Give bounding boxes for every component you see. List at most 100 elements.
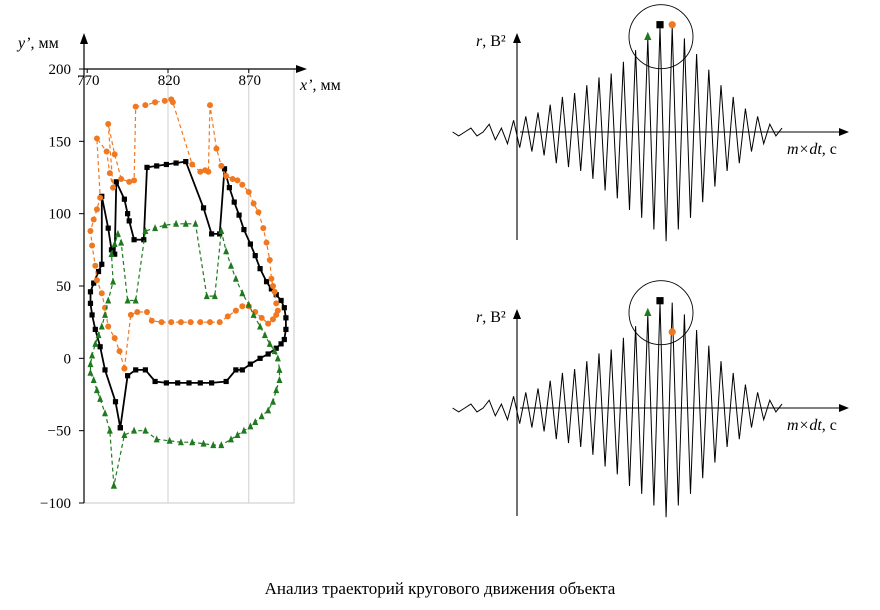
x-tick-label: 770 <box>77 73 100 89</box>
data-point <box>105 323 112 330</box>
data-point <box>205 168 212 175</box>
data-point <box>213 145 220 152</box>
data-point <box>113 179 119 185</box>
data-point <box>106 426 113 434</box>
data-point <box>131 177 138 184</box>
data-point <box>173 160 179 166</box>
data-point <box>218 227 225 235</box>
data-point <box>183 158 189 165</box>
data-point <box>116 348 123 355</box>
correlation-chart-top: r, В² m×dt, с <box>452 4 849 242</box>
x-axis-label: m×dt, с <box>787 141 837 158</box>
data-point <box>281 336 287 343</box>
y-axis-arrow <box>513 33 521 43</box>
data-point <box>95 268 102 275</box>
data-point <box>133 367 139 373</box>
data-point <box>175 380 181 386</box>
data-point <box>117 425 123 431</box>
y-axis-arrow <box>80 33 88 44</box>
data-point <box>271 347 278 355</box>
data-point <box>218 441 225 449</box>
data-point <box>126 178 133 185</box>
data-point <box>250 310 257 318</box>
data-point <box>276 365 283 373</box>
data-point <box>268 286 274 292</box>
data-point <box>232 307 239 314</box>
data-point <box>92 339 99 347</box>
data-point <box>192 219 199 227</box>
data-point <box>239 303 246 310</box>
data-point <box>108 250 115 258</box>
data-point <box>132 103 139 110</box>
peak-marker-circle <box>668 21 676 29</box>
data-point <box>257 266 263 272</box>
data-point <box>258 314 265 321</box>
data-point <box>232 274 239 282</box>
data-point <box>87 289 94 295</box>
data-point <box>209 380 215 386</box>
y-tick-label: 100 <box>49 207 72 223</box>
series-line-0 <box>89 160 287 428</box>
data-point <box>110 184 117 191</box>
trajectory-chart: 200 150 100 50 0 −50 −100 770 820 870 y’, мм x’, мм <box>16 33 341 512</box>
data-point <box>152 378 158 385</box>
data-point <box>98 290 105 297</box>
y-axis-label: y’, мм <box>16 35 59 52</box>
data-point <box>270 283 276 289</box>
peak-marker-circle <box>668 328 676 336</box>
data-point <box>247 241 253 247</box>
data-point <box>273 292 279 298</box>
data-point <box>166 436 173 444</box>
data-point <box>197 168 204 175</box>
data-point <box>247 422 254 430</box>
x-axis-arrow <box>296 65 307 73</box>
data-point <box>247 361 253 367</box>
data-point <box>276 376 283 384</box>
data-point <box>270 397 276 405</box>
x-tick-label: 820 <box>158 73 181 89</box>
data-point <box>283 315 289 321</box>
data-point <box>273 386 280 394</box>
data-point <box>278 341 284 347</box>
y-tick-label: 200 <box>49 62 72 78</box>
data-point <box>223 378 229 385</box>
data-point <box>168 319 175 326</box>
data-point <box>89 312 95 318</box>
data-point <box>148 317 155 324</box>
data-point <box>169 99 176 106</box>
data-point <box>273 345 279 351</box>
data-point <box>278 297 284 304</box>
data-point <box>102 409 108 417</box>
peak-marker-square <box>656 21 664 29</box>
data-point <box>102 367 108 373</box>
data-point <box>239 181 246 188</box>
data-point <box>105 120 112 127</box>
data-point <box>250 200 257 207</box>
data-point <box>93 206 100 213</box>
data-point <box>228 435 234 443</box>
data-point <box>197 319 204 326</box>
data-point <box>90 216 97 223</box>
data-point <box>263 279 270 285</box>
data-point <box>265 320 272 327</box>
data-point <box>110 481 117 489</box>
peak-marker-triangle <box>644 307 652 316</box>
data-point <box>241 226 247 233</box>
series-line-2 <box>89 223 281 486</box>
data-point <box>271 288 278 295</box>
data-point <box>218 162 225 169</box>
data-point <box>234 177 241 184</box>
data-point <box>239 289 246 297</box>
data-point <box>158 319 165 326</box>
y-axis-arrow <box>513 309 521 319</box>
data-point <box>87 368 94 376</box>
data-point <box>144 309 150 316</box>
data-point <box>228 261 234 269</box>
data-point <box>111 240 118 248</box>
data-point <box>200 439 207 447</box>
data-point <box>189 438 196 446</box>
data-point <box>93 277 100 284</box>
data-point <box>144 164 150 170</box>
data-point <box>263 239 270 246</box>
